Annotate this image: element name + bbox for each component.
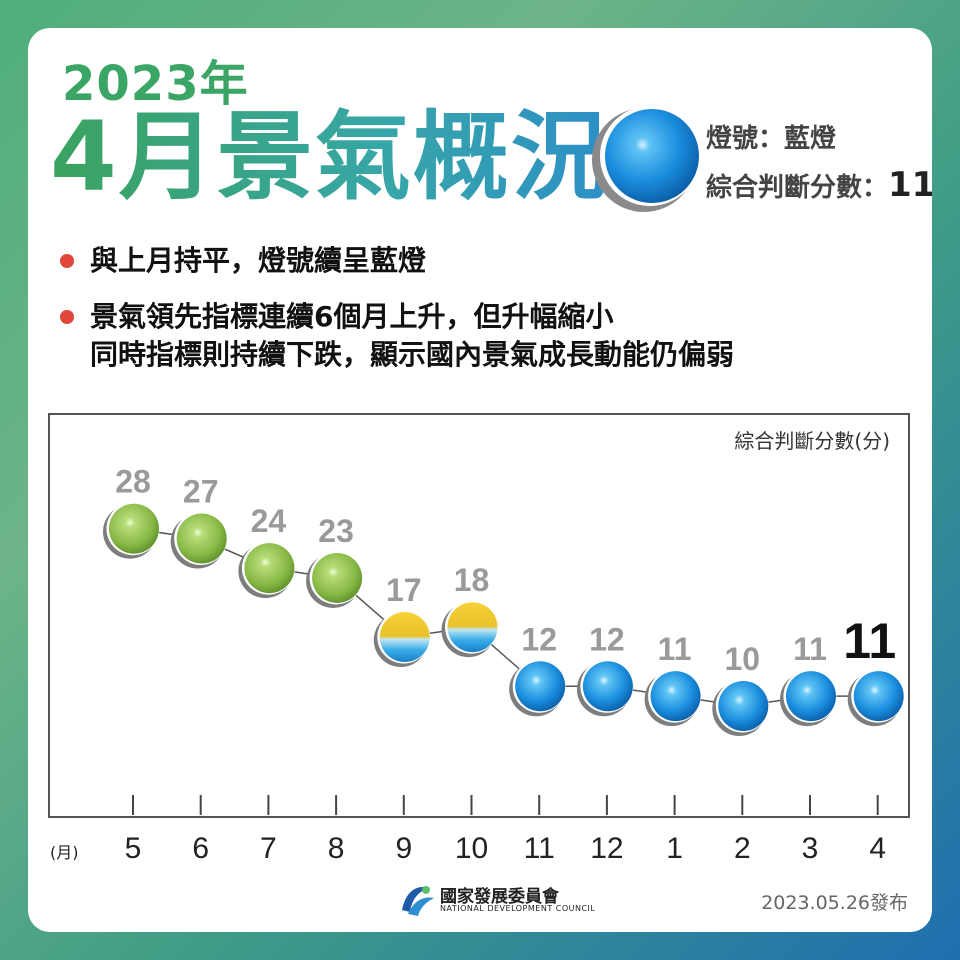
signal-point-3 — [780, 669, 837, 727]
org-name-en: NATIONAL DEVELOPMENT COUNCIL — [440, 904, 596, 913]
org-name-zh: 國家發展委員會 — [440, 887, 559, 907]
data-label-5: 28 — [115, 464, 151, 500]
point-ball — [244, 543, 295, 594]
signal-point-6 — [170, 512, 228, 569]
x-axis-unit-label: (月) — [50, 843, 79, 862]
x-tick-label-1: 1 — [666, 832, 683, 865]
bullet-2: 景氣領先指標連續6個月上升，但升幅縮小 同時指標則持續下跌，顯示國內景氣成長動能… — [60, 298, 734, 374]
score-label: 綜合判斷分數： — [706, 173, 889, 203]
bullet-1-text: 與上月持平，燈號續呈藍燈 — [90, 244, 427, 277]
x-tick-label-3: 3 — [802, 832, 819, 865]
data-label-4: 11 — [843, 613, 896, 669]
x-tick-label-7: 7 — [260, 832, 277, 865]
data-label-6: 27 — [183, 474, 219, 510]
x-tick-label-8: 8 — [328, 832, 345, 865]
data-label-12: 12 — [589, 621, 625, 657]
x-tick-label-6: 6 — [192, 832, 209, 865]
bullet-2-text-line2: 同時指標則持續下跌，顯示國內景氣成長動能仍偏弱 — [90, 338, 735, 371]
x-tick-label-10: 10 — [455, 832, 488, 865]
point-ball — [582, 661, 633, 712]
data-label-8: 23 — [318, 513, 354, 549]
point-ball — [109, 503, 159, 554]
bullet-dot-icon — [60, 254, 74, 268]
x-tick-label-5: 5 — [125, 832, 142, 865]
signal-point-2 — [712, 679, 769, 736]
point-ball — [176, 513, 227, 564]
signal-point-4 — [847, 669, 905, 727]
signal-point-1 — [644, 669, 702, 727]
point-ball — [515, 661, 566, 712]
point-ball — [379, 612, 430, 663]
data-label-11: 12 — [521, 621, 557, 657]
score-value: 11 — [888, 165, 932, 205]
signal-info: 燈號：藍燈 綜合判斷分數：11 — [706, 116, 932, 211]
point-ball — [786, 671, 836, 722]
point-ball — [312, 552, 363, 603]
blue-signal-icon — [592, 106, 700, 212]
data-label-10: 18 — [454, 562, 490, 598]
headline-title: 4月景氣概況 — [50, 101, 609, 213]
point-ball — [853, 671, 904, 722]
signal-point-11 — [509, 659, 566, 717]
point-ball — [650, 671, 701, 722]
year-title: 2023年 — [62, 56, 249, 112]
data-label-2: 10 — [725, 641, 761, 677]
signal-label: 燈號：藍燈 — [706, 124, 837, 154]
signal-point-10 — [441, 600, 498, 658]
x-tick-label-11: 11 — [524, 832, 555, 865]
x-tick-label-2: 2 — [734, 832, 751, 865]
signal-point-7 — [238, 541, 295, 599]
infographic-card: 2023年 4月景氣概況 燈號：藍燈 綜合判斷分數：11 與上月持平，燈號續呈藍… — [28, 28, 932, 932]
x-tick-label-12: 12 — [590, 832, 623, 865]
score-line: 綜合判斷分數：11 — [706, 162, 932, 211]
point-ball — [447, 602, 498, 653]
x-tick-label-9: 9 — [395, 832, 412, 865]
signal-point-12 — [576, 659, 634, 717]
chart-frame: 綜合判斷分數(分) — [48, 413, 910, 818]
bullet-1: 與上月持平，燈號續呈藍燈 — [60, 242, 426, 280]
data-label-9: 17 — [386, 572, 422, 608]
x-tick-label-4: 4 — [869, 832, 886, 865]
data-label-1: 11 — [658, 631, 692, 667]
point-ball — [718, 681, 769, 731]
signal-point-8 — [306, 551, 363, 608]
bullet-2-text: 景氣領先指標連續6個月上升，但升幅縮小 — [90, 300, 614, 333]
data-label-7: 24 — [251, 503, 287, 539]
ndc-emblem-icon — [402, 886, 434, 916]
signal-point-9 — [373, 610, 431, 668]
bullet-dot-icon — [60, 310, 74, 324]
release-date: 2023.05.26發布 — [761, 892, 908, 914]
y-axis-label: 綜合判斷分數(分) — [734, 429, 890, 453]
ndc-logo: 國家發展委員會 NATIONAL DEVELOPMENT COUNCIL — [396, 880, 595, 920]
data-label-3: 11 — [793, 631, 827, 667]
signal-point-5 — [103, 502, 160, 559]
